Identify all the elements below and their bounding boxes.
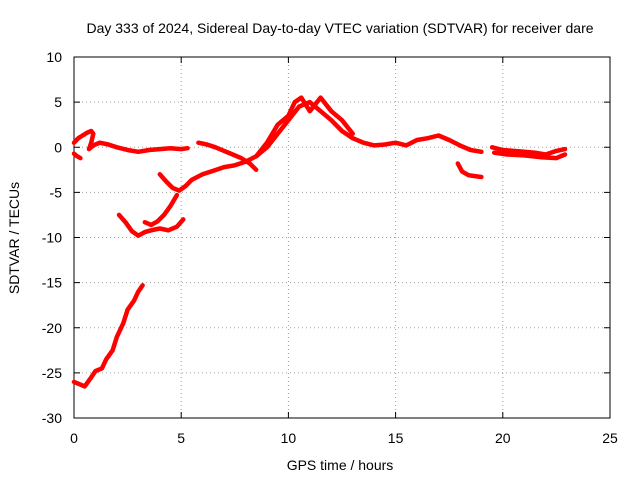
y-axis-label: SDTVAR / TECUs [6, 182, 22, 294]
series-line-track-k [491, 150, 568, 161]
x-tick-label: 10 [281, 430, 297, 446]
y-tick-label: -30 [42, 410, 62, 426]
x-tick-label: 5 [177, 430, 185, 446]
series-line-track-f [157, 99, 484, 193]
series-line-track-h [253, 95, 355, 159]
x-tick-label: 15 [388, 430, 404, 446]
axis-ticks: 0 5 10 15 20 25 -30 -25 -20 -15 -10 -5 0 5 10 [42, 49, 618, 446]
x-tick-label: 20 [495, 430, 511, 446]
x-tick-label: 0 [70, 430, 78, 446]
y-tick-label: 0 [54, 139, 62, 155]
x-axis-label: GPS time / hours [287, 457, 394, 473]
y-tick-label: 5 [54, 94, 62, 110]
series-line-track-d [116, 212, 186, 238]
series-group [71, 95, 568, 389]
y-tick-label: 10 [46, 49, 62, 65]
y-tick-label: -20 [42, 320, 62, 336]
series-line-track-j [489, 145, 568, 157]
series-line-track-a [71, 128, 190, 155]
y-tick-label: -15 [42, 275, 62, 291]
y-tick-label: -25 [42, 365, 62, 381]
chart-title: Day 333 of 2024, Sidereal Day-to-day VTE… [86, 20, 593, 36]
series-line-track-b [71, 151, 83, 161]
series-line-track-i [455, 161, 484, 180]
series-line-track-c [71, 283, 145, 389]
x-tick-label: 25 [602, 430, 618, 446]
grid [74, 57, 610, 418]
y-tick-label: -10 [42, 230, 62, 246]
y-tick-label: -5 [50, 184, 63, 200]
series-line-track-e [142, 192, 180, 228]
series-line-track-g [196, 140, 259, 173]
